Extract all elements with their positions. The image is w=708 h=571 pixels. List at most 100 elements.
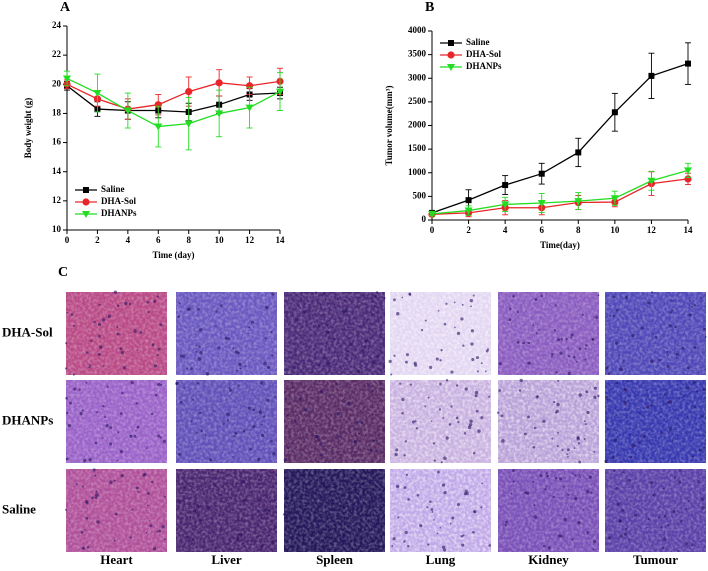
- histology-image: [282, 469, 385, 553]
- nucleus: [357, 529, 362, 534]
- nucleus: [504, 524, 508, 527]
- marker: [185, 87, 193, 96]
- nucleus: [560, 337, 563, 341]
- nucleus: [455, 416, 459, 420]
- nucleus: [135, 402, 139, 405]
- nucleus: [424, 319, 427, 322]
- marker: [245, 104, 254, 112]
- legend-marker: [82, 198, 90, 206]
- nucleus: [628, 433, 631, 436]
- nucleus: [81, 546, 85, 550]
- nucleus: [324, 460, 327, 463]
- nucleus: [380, 499, 383, 503]
- nucleus: [390, 373, 393, 376]
- nucleus: [83, 458, 87, 463]
- nucleus: [226, 491, 229, 495]
- nucleus: [595, 316, 599, 320]
- nucleus: [317, 363, 321, 367]
- nucleus: [413, 363, 418, 367]
- nucleus: [164, 495, 167, 498]
- image-texture: [66, 469, 167, 552]
- nucleus: [265, 305, 269, 310]
- nucleus: [693, 304, 696, 307]
- nucleus: [519, 378, 523, 383]
- nucleus: [116, 304, 120, 307]
- y-tick-label: 18: [52, 107, 62, 117]
- nucleus: [239, 367, 242, 370]
- nucleus: [295, 317, 299, 322]
- marker: [647, 177, 656, 185]
- nucleus: [136, 349, 139, 351]
- legend-marker: [447, 64, 455, 71]
- nucleus: [293, 470, 297, 474]
- nucleus: [373, 294, 377, 298]
- nucleus: [259, 408, 262, 411]
- nucleus: [572, 472, 574, 475]
- nucleus: [148, 520, 151, 522]
- nucleus: [684, 542, 689, 546]
- nucleus: [455, 384, 459, 387]
- nucleus: [672, 509, 676, 513]
- nucleus: [671, 439, 674, 441]
- histology-image: [64, 468, 167, 552]
- nucleus: [179, 354, 183, 358]
- nucleus: [85, 381, 88, 384]
- nucleus: [437, 470, 440, 474]
- nucleus: [607, 536, 612, 540]
- nucleus: [532, 445, 536, 449]
- nucleus: [574, 496, 578, 501]
- nucleus: [532, 480, 534, 483]
- nucleus: [270, 331, 273, 333]
- x-tick-label: 12: [245, 235, 255, 245]
- nucleus: [265, 512, 269, 516]
- nucleus: [583, 437, 586, 441]
- nucleus: [475, 409, 479, 413]
- nucleus: [372, 479, 375, 483]
- nucleus: [700, 497, 704, 501]
- nucleus: [191, 537, 195, 541]
- nucleus: [566, 448, 570, 452]
- nucleus: [456, 331, 461, 336]
- y-axis-label: Body weight (g): [23, 98, 33, 159]
- nucleus: [247, 332, 249, 335]
- nucleus: [371, 300, 374, 303]
- nucleus: [411, 420, 415, 424]
- nucleus: [152, 546, 157, 551]
- nucleus: [395, 484, 400, 489]
- y-tick-label: 1000: [408, 167, 427, 177]
- nucleus: [584, 347, 587, 350]
- nucleus: [102, 404, 105, 408]
- nucleus: [405, 473, 408, 477]
- marker: [93, 90, 102, 98]
- column-label: Lung: [426, 552, 456, 567]
- nucleus: [484, 370, 487, 373]
- nucleus: [673, 476, 677, 479]
- nucleus: [430, 420, 433, 422]
- nucleus: [207, 536, 211, 539]
- nucleus: [368, 492, 373, 496]
- nucleus: [355, 488, 358, 492]
- nucleus: [475, 356, 480, 360]
- nucleus: [119, 347, 123, 351]
- nucleus: [358, 432, 361, 435]
- nucleus: [450, 405, 453, 408]
- nucleus: [534, 298, 538, 302]
- nucleus: [624, 296, 628, 299]
- nucleus: [205, 372, 210, 376]
- nucleus: [500, 414, 504, 418]
- marker: [428, 210, 436, 218]
- nucleus: [443, 322, 447, 326]
- image-texture: [176, 292, 277, 375]
- nucleus: [236, 537, 240, 541]
- nucleus: [649, 359, 654, 363]
- nucleus: [557, 379, 559, 382]
- nucleus: [443, 490, 447, 495]
- nucleus: [650, 481, 654, 485]
- nucleus: [242, 429, 246, 433]
- nucleus: [215, 310, 218, 313]
- nucleus: [666, 350, 669, 353]
- histology-image: [176, 292, 277, 376]
- nucleus: [381, 320, 384, 323]
- nucleus: [586, 490, 590, 494]
- nucleus: [419, 524, 423, 528]
